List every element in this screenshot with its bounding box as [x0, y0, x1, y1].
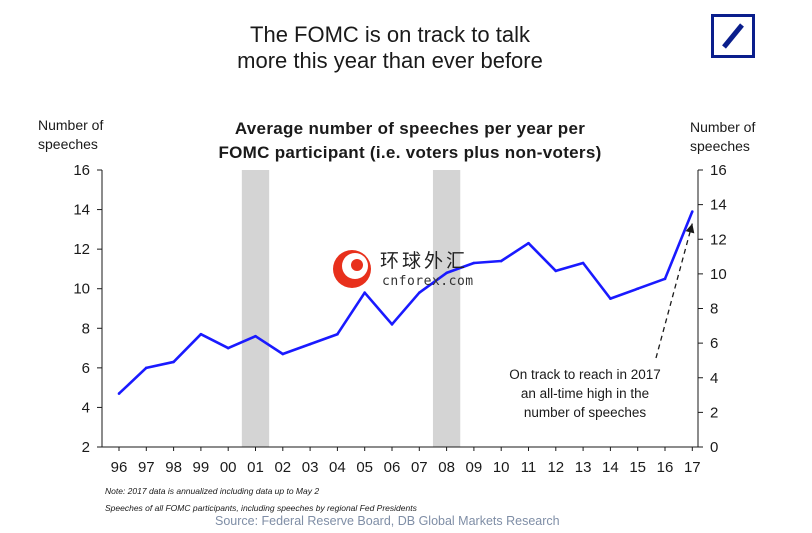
x-tick-label: 00 [220, 459, 237, 476]
watermark-chinese-text: 环球外汇 [380, 250, 469, 272]
data-point [418, 291, 421, 294]
note-annualized: Note: 2017 data is annualized including … [105, 486, 320, 496]
data-point [281, 352, 285, 356]
x-tick-label: 96 [111, 459, 128, 476]
chart-title-line-1: Average number of speeches per year per [234, 119, 586, 138]
x-tick-label: 16 [657, 459, 674, 476]
y-tick-left-label: 6 [82, 360, 90, 377]
y-tick-left-label: 2 [82, 439, 90, 456]
watermark-logo-icon [333, 250, 371, 288]
data-point [199, 332, 203, 336]
x-tick-label: 01 [247, 459, 264, 476]
y-axis-label-right-line-1: Number of [690, 119, 756, 135]
headline-line-2: more this year than ever before [237, 48, 543, 73]
x-tick-label: 99 [193, 459, 210, 476]
y-tick-right-label: 12 [710, 231, 727, 248]
data-point [581, 261, 585, 265]
shaded-period-2 [432, 170, 461, 447]
note-speeches: Speeches of all FOMC participants, inclu… [105, 503, 417, 513]
data-point [499, 259, 503, 263]
headline: The FOMC is on track to talk more this y… [160, 22, 620, 74]
y-axis-label-left-line-2: speeches [38, 136, 98, 152]
data-point [172, 360, 175, 364]
y-tick-right-label: 14 [710, 197, 727, 214]
data-point [554, 269, 558, 273]
y-tick-right-label: 2 [710, 404, 718, 421]
data-point [472, 261, 476, 265]
series-line-1 [118, 211, 694, 395]
data-point [308, 342, 312, 346]
deutsche-bank-logo-icon [711, 14, 755, 58]
x-tick-label: 02 [274, 459, 291, 476]
chart-title-line-2: FOMC participant (i.e. voters plus non-v… [218, 143, 602, 162]
y-tick-right-label: 0 [710, 439, 718, 456]
y-tick-right-label: 8 [710, 301, 718, 318]
data-point [390, 323, 394, 326]
y-tick-left-label: 8 [82, 320, 90, 337]
x-tick-label: 98 [165, 459, 182, 476]
data-point [226, 346, 230, 350]
x-tick-label: 07 [411, 459, 428, 476]
chart-title: Average number of speeches per year per … [150, 117, 670, 165]
x-tick-label: 05 [356, 459, 373, 476]
data-point [527, 241, 530, 245]
x-tick-label: 14 [602, 459, 619, 476]
x-tick-label: 10 [493, 459, 510, 476]
x-tick-label: 03 [302, 459, 319, 476]
x-tick-label: 09 [466, 459, 483, 476]
annotation-line-1: On track to reach in 2017 [509, 367, 661, 382]
y-tick-left-label: 14 [73, 202, 90, 219]
headline-line-1: The FOMC is on track to talk [250, 22, 530, 47]
annotation-line-2: an all-time high in the [521, 386, 649, 401]
watermark-url-text: cnforex.com [382, 274, 474, 289]
y-tick-left-label: 12 [73, 241, 90, 258]
y-axis-label-right-line-2: speeches [690, 138, 750, 154]
annotation-arrowhead [685, 223, 695, 234]
data-point [609, 297, 612, 300]
x-tick-label: 08 [438, 459, 455, 476]
y-tick-left-label: 16 [73, 162, 90, 179]
x-tick-label: 04 [329, 459, 346, 476]
x-tick-label: 11 [521, 459, 537, 476]
y-tick-right-label: 10 [710, 266, 727, 283]
x-tick-label: 97 [138, 459, 155, 476]
y-axis-label-left-line-1: Number of [38, 117, 104, 133]
y-tick-left-label: 10 [73, 281, 90, 298]
x-tick-label: 13 [575, 459, 592, 476]
data-point [336, 332, 339, 336]
y-axis-label-left: Number of speeches [38, 116, 138, 154]
x-tick-label: 12 [547, 459, 564, 476]
y-tick-right-label: 6 [710, 335, 718, 352]
shaded-period-1 [241, 170, 270, 447]
data-point [117, 392, 121, 395]
y-axis-label-right: Number of speeches [690, 118, 790, 156]
data-point [145, 366, 148, 370]
y-tick-right-label: 4 [710, 370, 718, 387]
data-point [691, 210, 694, 213]
x-tick-label: 17 [684, 459, 701, 476]
source-text: Source: Federal Reserve Board, DB Global… [215, 514, 560, 528]
y-tick-right-label: 16 [710, 162, 727, 179]
data-point [254, 334, 257, 338]
data-point [363, 291, 367, 294]
data-point [445, 271, 448, 275]
data-point [663, 277, 667, 281]
data-point [636, 287, 639, 291]
x-tick-label: 06 [384, 459, 401, 476]
annotation-arrow-line [655, 223, 693, 359]
y-tick-left-label: 4 [82, 399, 90, 416]
annotation-line-3: number of speeches [524, 405, 647, 420]
x-tick-label: 15 [629, 459, 646, 476]
